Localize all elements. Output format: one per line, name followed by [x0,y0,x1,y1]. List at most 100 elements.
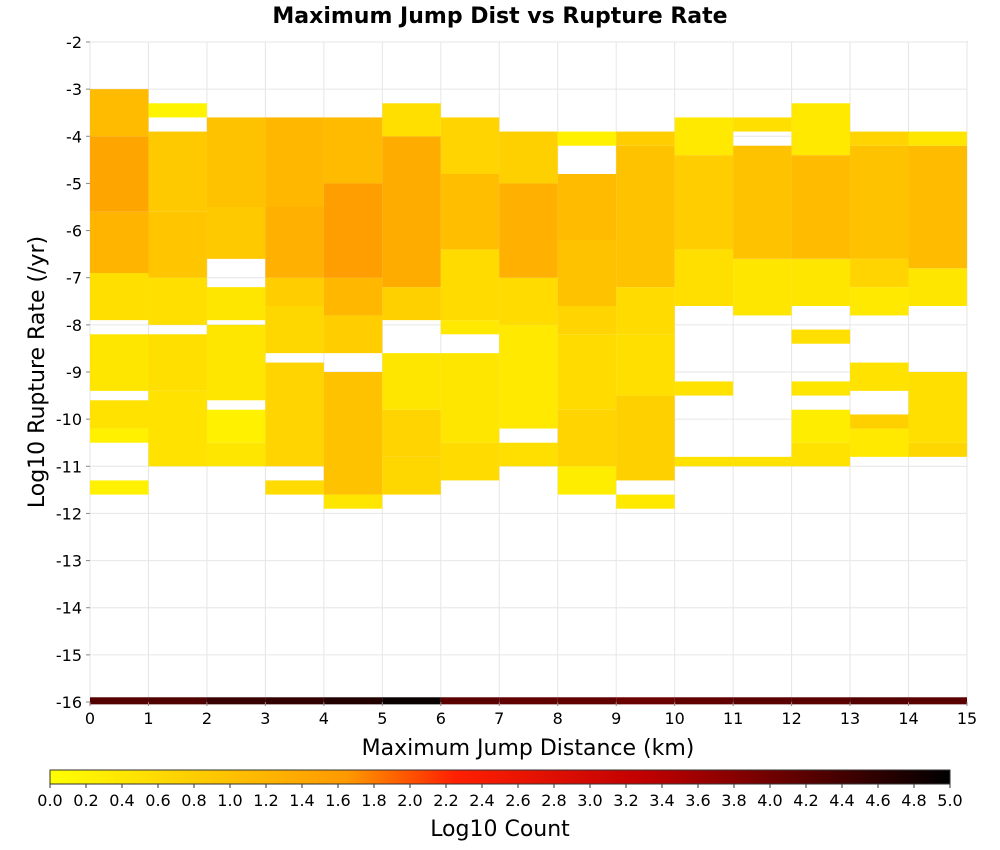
colorbar-tick-label: 0.6 [145,791,170,810]
heatmap-cell [90,136,149,212]
y-tick-label: -10 [56,410,82,429]
colorbar-tick-label: 1.4 [289,791,314,810]
y-tick-label: -8 [66,316,82,335]
heatmap-cell [674,155,734,250]
heatmap-cells [90,89,967,705]
heatmap-cell [616,287,675,335]
heatmap-cell [440,697,500,705]
heatmap-cell [791,103,851,156]
heatmap-cell [440,442,500,481]
y-tick-label: -7 [66,269,82,288]
heatmap-cell [499,324,558,429]
heatmap-cell [850,287,909,316]
heatmap-cell [733,697,792,705]
heatmap-cell [382,103,441,137]
heatmap-cell [90,211,149,273]
heatmap-cell [557,409,617,467]
heatmap-cell [440,249,500,321]
heatmap-cell [206,442,266,467]
heatmap-cell [791,697,851,705]
x-tick-label: 9 [611,709,621,728]
y-tick-label: -13 [56,552,82,571]
y-tick-label: -9 [66,363,82,382]
heatmap-cell [323,183,383,278]
heatmap-cell [440,117,500,174]
heatmap-cell [265,306,324,354]
heatmap-cell [733,258,792,316]
x-axis-label: Maximum Jump Distance (km) [362,736,695,761]
heatmap-cell [616,131,675,146]
heatmap-cell [616,494,675,509]
y-tick-label: -4 [66,127,82,146]
heatmap-cell [382,353,441,410]
colorbar-ticks: 0.0 0.2 0.4 0.6 0.8 1.0 1.2 1.4 1.6 1.8 2.0 2.2 2.4 2… [37,784,963,810]
heatmap-cell [499,697,558,705]
x-tick-label: 11 [723,709,743,728]
heatmap-cell [382,456,441,495]
colorbar-tick-label: 4.4 [829,791,854,810]
heatmap-cell [791,381,851,396]
heatmap-cell [850,362,909,391]
heatmap-cell [499,277,558,325]
y-tick-label: -14 [56,599,82,618]
colorbar-tick-label: 0.2 [73,791,98,810]
y-axis-ticks: -2 -3 -4 -5 -6 -7 -8 -9 -10 -11 -12 -13 -14 -15 -16 [56,33,90,712]
heatmap-cell [265,207,324,278]
heatmap-cell [148,131,207,212]
heatmap-cell [323,372,383,495]
heatmap-cell [791,329,851,344]
colorbar-tick-label: 2.0 [397,791,422,810]
heatmap-cell [206,409,266,443]
x-axis-ticks: 0 1 2 3 4 5 6 7 8 9 10 11 12 13 14 15 [85,702,977,728]
heatmap-cell [557,466,617,495]
heatmap-cell [440,174,500,250]
heatmap-cell [850,697,909,705]
heatmap-cell [148,334,207,391]
heatmap-cell [908,145,967,269]
x-tick-label: 6 [436,709,446,728]
y-tick-label: -5 [66,174,82,193]
colorbar-tick-label: 4.2 [793,791,818,810]
x-tick-label: 3 [260,709,270,728]
colorbar-tick-label: 4.0 [757,791,782,810]
x-tick-label: 0 [85,709,95,728]
heatmap-cell [206,324,266,401]
heatmap-cell [557,306,617,335]
colorbar-tick-label: 0.4 [109,791,134,810]
heatmap-cell [382,287,441,321]
colorbar-label: Log10 Count [430,817,570,842]
y-tick-label: -15 [56,646,82,665]
heatmap-cell [733,145,792,259]
heatmap-cell [557,334,617,410]
heatmap-cell [206,207,266,259]
colorbar-tick-label: 2.8 [541,791,566,810]
heatmap-cell [90,428,149,443]
y-tick-label: -12 [56,504,82,523]
heatmap-cell [148,390,207,467]
heatmap-cell [791,258,851,306]
y-tick-label: -6 [66,222,82,241]
colorbar-tick-label: 4.6 [865,791,890,810]
heatmap-cell [323,277,383,316]
x-tick-label: 14 [898,709,918,728]
heatmap-cell [323,697,383,705]
heatmap-cell [674,697,734,705]
heatmap-cell [850,258,909,288]
heatmap-cell [90,697,149,705]
heatmap-cell [616,334,675,396]
heatmap-cell [206,287,266,321]
heatmap-cell [90,480,149,495]
x-tick-label: 2 [202,709,212,728]
x-tick-label: 12 [781,709,801,728]
x-tick-label: 5 [377,709,387,728]
heatmap-cell [733,456,792,467]
y-tick-label: -16 [56,693,82,712]
colorbar-tick-label: 3.8 [721,791,746,810]
heatmap-cell [382,409,441,457]
x-tick-label: 4 [319,709,329,728]
heatmap-cell [90,273,149,321]
heatmap-cell [674,117,734,156]
heatmap-cell [908,268,967,306]
heatmap-cell [148,103,207,118]
